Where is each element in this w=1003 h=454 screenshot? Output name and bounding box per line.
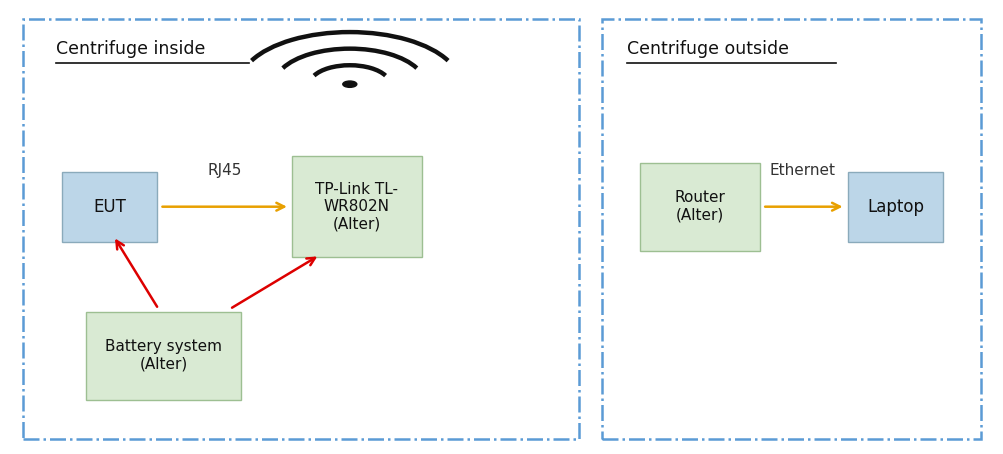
FancyBboxPatch shape xyxy=(640,163,759,251)
FancyBboxPatch shape xyxy=(86,311,241,400)
Circle shape xyxy=(342,81,356,87)
Bar xyxy=(602,20,980,439)
Text: Router
(Alter): Router (Alter) xyxy=(674,191,725,223)
Text: Centrifuge inside: Centrifuge inside xyxy=(56,40,206,58)
Text: Battery system
(Alter): Battery system (Alter) xyxy=(105,340,222,372)
Bar xyxy=(23,20,579,439)
FancyBboxPatch shape xyxy=(848,172,942,242)
FancyBboxPatch shape xyxy=(62,172,156,242)
FancyBboxPatch shape xyxy=(292,156,421,257)
Text: Centrifuge outside: Centrifuge outside xyxy=(627,40,788,58)
Text: RJ45: RJ45 xyxy=(208,163,242,178)
Text: EUT: EUT xyxy=(93,197,125,216)
Text: TP-Link TL-
WR802N
(Alter): TP-Link TL- WR802N (Alter) xyxy=(315,182,398,232)
Text: Laptop: Laptop xyxy=(867,197,923,216)
Text: Ethernet: Ethernet xyxy=(768,163,834,178)
